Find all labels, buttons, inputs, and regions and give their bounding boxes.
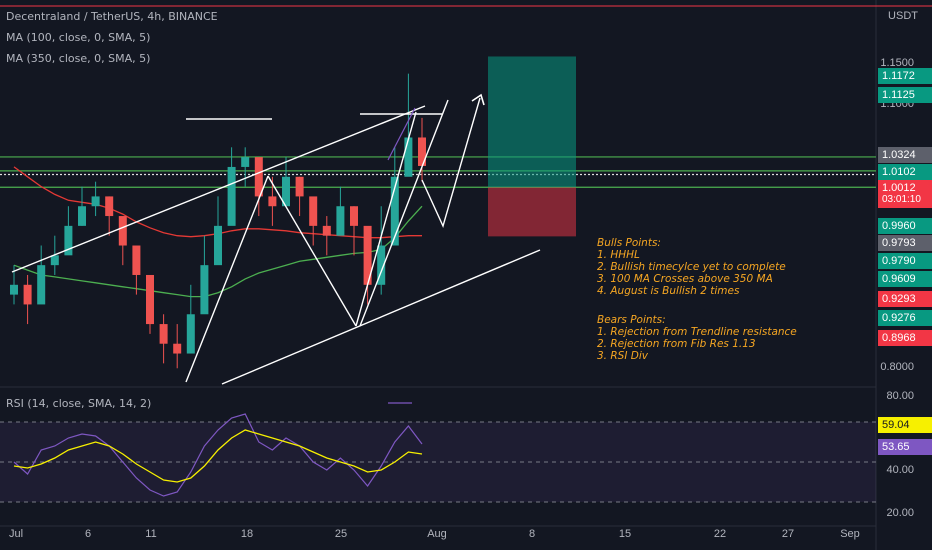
bulls-point: 1. HHHL [597, 249, 640, 261]
projection-path [421, 97, 481, 229]
swing-line [267, 175, 357, 327]
currency-label[interactable]: USDT [888, 10, 918, 22]
candle-body [78, 206, 86, 226]
x-tick: 25 [334, 528, 348, 540]
rsi-badge: 59.04 [878, 417, 932, 433]
price-divergence-line [387, 107, 416, 161]
bulls-point: 3. 100 MA Crosses above 350 MA [597, 273, 773, 285]
channel-resistance [11, 105, 426, 273]
position-stop-zone [488, 187, 576, 237]
candle-body [336, 206, 345, 236]
candle-body [23, 284, 32, 305]
bulls-title: Bulls Points: [597, 237, 661, 249]
candle-body [418, 137, 426, 166]
price-badge: 0.9793 [878, 235, 932, 251]
price-badge: 1.0324 [878, 147, 932, 163]
price-badge: 1.0012 03:01:10 [878, 180, 932, 208]
price-badge: 0.9790 [878, 253, 932, 269]
candle-body [241, 157, 250, 167]
rsi-legend[interactable]: RSI (14, close, SMA, 14, 2) [6, 397, 152, 410]
candle-body [214, 225, 222, 266]
bears-point: 1. Rejection from Trendline resistance [597, 326, 797, 338]
candle-body [282, 176, 290, 207]
candle-body [404, 137, 413, 177]
candle-body [37, 265, 46, 305]
x-tick: 15 [618, 528, 632, 540]
candle-body [227, 166, 236, 226]
candle-body [118, 216, 127, 246]
candle-body [10, 284, 18, 295]
candle-body [146, 274, 154, 325]
price-tick: 0.8000 [880, 361, 914, 373]
x-tick: Aug [427, 528, 447, 540]
swing-line [185, 175, 269, 383]
bears-title: Bears Points: [597, 314, 666, 326]
candle-body [173, 343, 182, 354]
price-badge: 1.1125 [878, 87, 932, 103]
ma100-legend[interactable]: MA (100, close, 0, SMA, 5) [6, 31, 151, 44]
bears-point: 2. Rejection from Fib Res 1.13 [597, 338, 756, 350]
candle-body [159, 324, 168, 344]
rising-wedge-line [359, 99, 449, 327]
candle-body [295, 176, 304, 197]
x-tick: 6 [84, 528, 92, 540]
candle-body [91, 196, 100, 207]
x-tick: Sep [840, 528, 860, 540]
bulls-point: 2. Bullish timecylce yet to complete [597, 261, 786, 273]
ma350-legend[interactable]: MA (350, close, 0, SMA, 5) [6, 52, 151, 65]
bears-notes: Bears Points: 1. Rejection from Trendlin… [597, 314, 797, 362]
candle-body [132, 245, 141, 275]
price-tick: 1.1500 [880, 57, 914, 69]
price-badge: 0.9276 [878, 310, 932, 326]
candle-body [64, 225, 73, 256]
x-tick: 27 [781, 528, 795, 540]
x-tick: 11 [145, 528, 157, 540]
x-tick: 8 [528, 528, 536, 540]
x-tick: Jul [8, 528, 24, 540]
price-badge: 0.9293 [878, 291, 932, 307]
candle-body [254, 157, 263, 197]
rsi-ma-line [13, 429, 423, 483]
bears-point: 3. RSI Div [597, 350, 648, 362]
candle-body [322, 225, 331, 236]
candle-body [350, 206, 358, 226]
candle-body [200, 265, 209, 315]
candle-body [186, 314, 195, 354]
candle-body [390, 176, 399, 246]
price-badge: 0.9960 [878, 218, 932, 234]
x-tick: 22 [713, 528, 727, 540]
price-badge: 0.9609 [878, 271, 932, 287]
swing-line [355, 111, 417, 327]
rsi-line [13, 413, 423, 497]
candle-body [105, 196, 114, 217]
projection-arrowhead [471, 93, 485, 106]
candle-body [309, 196, 318, 226]
bulls-notes: Bulls Points: 1. HHHL 2. Bullish timecyl… [597, 237, 786, 297]
candle-body [268, 196, 277, 207]
symbol-legend[interactable]: Decentraland / TetherUS, 4h, BINANCE [6, 10, 218, 23]
rsi-badge: 53.65 [878, 439, 932, 455]
candle-body [363, 225, 372, 285]
countdown-label: 03:01:10 [882, 194, 921, 205]
rsi-tick: 80.00 [886, 390, 914, 402]
candle-body [377, 245, 386, 285]
price-badge: 1.0102 [878, 164, 932, 180]
channel-support [221, 249, 541, 385]
bulls-point: 4. August is Bullish 2 times [597, 285, 740, 297]
rsi-tick: 20.00 [886, 507, 914, 519]
price-badge: 1.1172 [878, 68, 932, 84]
position-target-zone [488, 56, 576, 188]
price-badge: 0.8968 [878, 330, 932, 346]
candle-body [50, 255, 59, 266]
x-tick: 18 [240, 528, 254, 540]
rsi-tick: 40.00 [886, 464, 914, 476]
